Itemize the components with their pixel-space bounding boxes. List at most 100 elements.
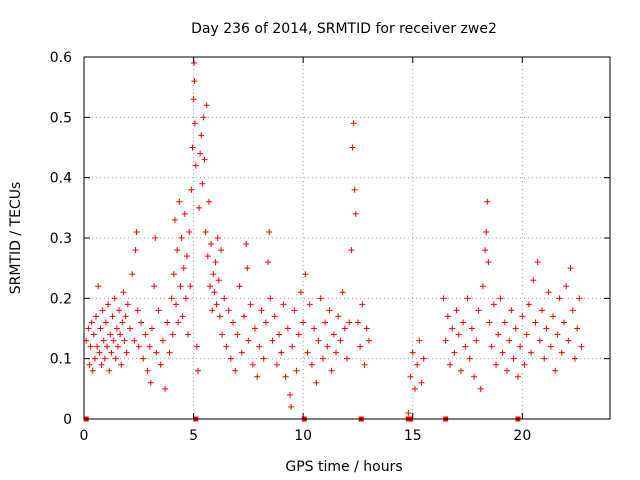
data-point <box>475 307 482 314</box>
data-point <box>333 349 340 356</box>
data-point <box>349 144 356 151</box>
data-point <box>225 307 232 314</box>
data-point <box>251 325 258 332</box>
data-point <box>490 301 497 308</box>
data-point <box>178 235 185 241</box>
data-point <box>405 409 412 416</box>
chart-title: Day 236 of 2014, SRMTID for receiver zwe… <box>191 21 497 37</box>
data-point <box>230 319 237 326</box>
data-point <box>98 361 105 368</box>
data-point <box>464 295 471 302</box>
data-point <box>361 361 368 368</box>
data-point <box>528 349 535 356</box>
data-point <box>497 295 504 302</box>
data-point <box>147 379 154 386</box>
data-point <box>284 325 291 332</box>
data-point <box>87 343 94 350</box>
data-point <box>552 367 559 374</box>
data-point <box>506 337 513 344</box>
data-point <box>213 301 220 308</box>
data-point <box>414 361 421 368</box>
data-point <box>455 331 462 338</box>
data-point <box>363 325 370 332</box>
data-point <box>317 295 324 302</box>
data-point <box>556 295 563 302</box>
data-point <box>118 361 125 368</box>
data-point <box>132 247 139 254</box>
data-point <box>530 277 537 284</box>
data-point <box>205 198 212 205</box>
data-point <box>288 403 295 410</box>
data-point <box>196 204 203 211</box>
data-point <box>550 313 557 320</box>
data-point <box>510 355 517 362</box>
data-point <box>101 355 108 362</box>
data-point <box>322 319 329 326</box>
data-point <box>483 228 490 235</box>
x-tick-label: 0 <box>80 428 89 444</box>
data-point <box>357 343 364 350</box>
data-point <box>142 331 149 338</box>
data-point <box>238 349 245 356</box>
data-point <box>271 313 278 320</box>
data-point <box>493 361 500 368</box>
data-point <box>148 325 155 332</box>
data-point <box>302 271 309 278</box>
data-point <box>499 349 506 356</box>
data-point <box>565 337 572 344</box>
data-point <box>112 355 119 362</box>
data-point <box>159 337 166 344</box>
data-point <box>211 289 218 296</box>
data-point <box>291 307 298 314</box>
data-point <box>188 186 195 193</box>
data-point <box>411 385 418 392</box>
data-point <box>440 295 447 302</box>
data-point <box>442 337 449 344</box>
data-point <box>477 385 484 392</box>
data-point <box>512 325 519 332</box>
data-point <box>335 313 342 320</box>
data-point <box>140 355 147 362</box>
data-point <box>215 277 222 284</box>
data-point <box>181 210 188 217</box>
data-point <box>193 343 200 350</box>
y-axis-label: SRMTID / TECUs <box>8 182 24 295</box>
data-point <box>554 331 561 338</box>
data-point <box>326 307 333 314</box>
data-point <box>330 331 337 338</box>
data-point <box>351 186 358 193</box>
data-point <box>94 343 101 350</box>
data-point <box>488 343 495 350</box>
data-point <box>223 343 230 350</box>
data-point <box>197 150 204 157</box>
data-point <box>453 307 460 314</box>
data-point <box>409 349 416 356</box>
data-point <box>194 367 201 374</box>
data-point <box>337 337 344 344</box>
data-point <box>479 283 486 290</box>
x-axis-ticks: 0 5 10 15 20 <box>80 57 531 444</box>
data-point <box>536 337 543 344</box>
data-point <box>244 265 251 272</box>
data-point <box>217 247 224 254</box>
data-point <box>86 361 93 368</box>
y-axis-ticks: 0 0.1 0.2 0.3 0.4 0.5 0.6 <box>50 50 610 428</box>
data-point <box>90 331 97 338</box>
data-point <box>107 331 114 338</box>
data-point <box>304 349 311 356</box>
data-point <box>571 355 578 362</box>
y-tick-label: 0 <box>63 412 72 428</box>
data-point <box>447 361 454 368</box>
data-point <box>420 355 427 362</box>
data-point <box>117 331 124 338</box>
data-point <box>313 379 320 386</box>
data-point <box>174 247 181 254</box>
data-point <box>521 361 528 368</box>
data-point <box>208 241 215 248</box>
data-point <box>210 271 217 278</box>
data-point <box>508 307 515 314</box>
data-point <box>234 331 241 338</box>
data-point <box>567 265 574 272</box>
data-point <box>162 385 169 392</box>
data-point <box>190 96 197 103</box>
